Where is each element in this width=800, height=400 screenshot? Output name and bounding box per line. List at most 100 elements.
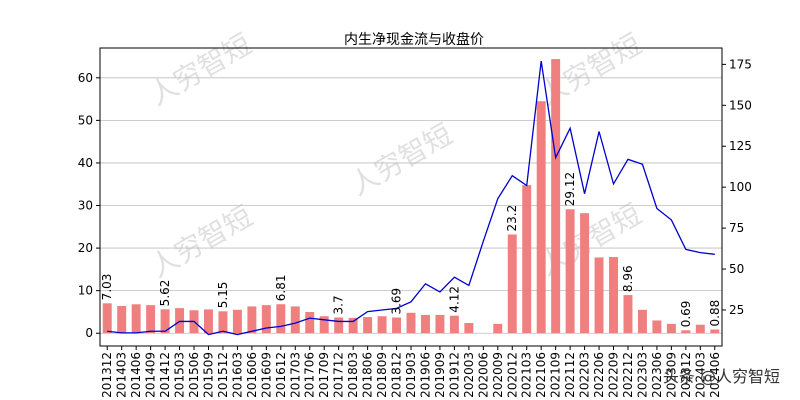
x-tick-label: 201603	[230, 352, 244, 398]
bar	[117, 305, 127, 334]
bar	[290, 306, 300, 334]
x-tick-label: 202112	[563, 352, 577, 398]
bar	[232, 309, 242, 334]
bar	[695, 324, 705, 334]
bar	[449, 315, 459, 334]
x-tick-label: 202306	[650, 352, 664, 398]
bar	[406, 312, 416, 334]
left-tick-label: 40	[78, 156, 93, 170]
bar	[218, 311, 228, 334]
bar	[637, 309, 647, 334]
bar	[710, 329, 720, 334]
x-tick-label: 202009	[491, 352, 505, 398]
bar	[131, 304, 141, 334]
data-label: 3.7	[332, 295, 346, 314]
left-tick-label: 60	[78, 71, 93, 85]
bar	[146, 305, 156, 334]
x-tick-label: 202303	[635, 352, 649, 398]
x-tick-label: 201409	[144, 352, 158, 398]
data-labels: 7.03 5.62 5.15 6.81 3.7 3.69 4.12 23.2 29.12 8.96…	[100, 172, 722, 327]
right-tick-label: 175	[729, 57, 752, 71]
data-label: 0.88	[708, 300, 722, 327]
footer-watermark: 头条 @人穷智短	[663, 367, 780, 386]
left-tick-label: 0	[85, 326, 93, 340]
bar	[348, 317, 358, 334]
bar	[204, 309, 213, 334]
left-tick-label: 50	[78, 113, 93, 127]
x-tick-label: 201812	[390, 352, 404, 398]
x-tick-label: 201509	[201, 352, 215, 398]
bar	[565, 209, 575, 334]
data-label: 7.03	[100, 274, 114, 301]
bar	[609, 257, 618, 334]
x-tick-label: 201909	[433, 352, 447, 398]
x-tick-label: 201906	[418, 352, 432, 398]
data-label: 8.96	[621, 265, 635, 292]
x-tick-label: 201403	[115, 352, 129, 398]
bar	[319, 316, 329, 334]
x-tick-label: 201709	[317, 352, 331, 398]
watermark-text: 人穷智短	[344, 117, 458, 202]
bar	[623, 295, 633, 334]
data-label: 3.69	[390, 288, 404, 315]
right-tick-label: 150	[729, 98, 752, 112]
x-tick-label: 201609	[259, 352, 273, 398]
right-tick-label: 75	[729, 221, 744, 235]
x-tick-label: 201312	[100, 352, 114, 398]
x-tick-label: 201903	[404, 352, 418, 398]
x-tick-label: 202106	[534, 352, 548, 398]
x-tick-label: 202006	[476, 352, 490, 398]
data-label: 4.12	[447, 286, 461, 313]
x-tick-label: 202406	[708, 352, 722, 398]
x-tick-label: 202103	[520, 352, 534, 398]
bar	[652, 320, 662, 334]
bar	[334, 317, 344, 334]
bar	[102, 303, 112, 334]
bar	[551, 59, 561, 334]
bar-series	[102, 59, 720, 334]
right-tick-label: 25	[729, 303, 744, 317]
bar	[276, 304, 286, 334]
price-line	[107, 61, 715, 336]
price-line-series	[107, 61, 715, 336]
watermark-text: 人穷智短	[144, 199, 258, 284]
left-tick-label: 10	[78, 284, 93, 298]
bar	[435, 314, 445, 334]
x-tick-label: 202003	[462, 352, 476, 398]
bar	[261, 305, 271, 334]
x-tick-label: 201803	[346, 352, 360, 398]
x-tick-label: 202209	[607, 352, 621, 398]
bar	[175, 308, 185, 334]
bar	[681, 330, 691, 334]
x-tick-label: 202012	[505, 352, 519, 398]
watermark-text: 人穷智短	[143, 27, 257, 112]
watermark-text: 人穷智短	[533, 27, 647, 112]
left-tick-label: 20	[78, 241, 93, 255]
bar	[507, 234, 517, 334]
x-tick-label: 201809	[375, 352, 389, 398]
x-tick-label: 201412	[158, 352, 172, 398]
right-tick-label: 100	[729, 180, 752, 194]
x-tick-label: 202206	[592, 352, 606, 398]
x-tick-label: 202403	[693, 352, 707, 398]
x-tick-label: 201703	[288, 352, 302, 398]
bar	[377, 316, 387, 334]
bar	[363, 317, 373, 334]
x-tick-label: 201912	[447, 352, 461, 398]
x-tick-label: 201806	[361, 352, 375, 398]
bar	[392, 317, 402, 334]
x-tick-label: 201606	[245, 352, 259, 398]
x-tick-label: 202203	[578, 352, 592, 398]
data-label: 23.2	[505, 205, 519, 232]
x-tick-label: 202312	[679, 352, 693, 398]
x-tick-label: 201406	[129, 352, 143, 398]
data-label: 6.81	[274, 275, 288, 302]
x-tick-label: 202309	[664, 352, 678, 398]
x-tick-label: 201712	[332, 352, 346, 398]
x-tick-label: 202212	[621, 352, 635, 398]
left-tick-label: 30	[78, 199, 93, 213]
x-tick-label: 201612	[274, 352, 288, 398]
grid-lines	[100, 77, 722, 334]
